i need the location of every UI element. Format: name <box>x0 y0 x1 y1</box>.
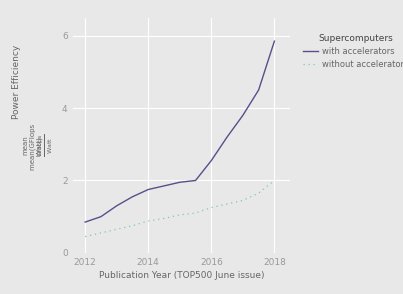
Text: mean⁠(⁠GFlops⁠
⁠Watt⁠): mean⁠(⁠GFlops⁠ ⁠Watt⁠) <box>29 124 43 170</box>
Text: mean: mean <box>22 136 28 156</box>
Text: $\frac{\mathrm{GFlops}}{\mathrm{Watt}}$: $\frac{\mathrm{GFlops}}{\mathrm{Watt}}$ <box>37 134 55 157</box>
Legend: with accelerators, without accelerators: with accelerators, without accelerators <box>303 34 403 69</box>
Text: Power Efficiency: Power Efficiency <box>12 45 21 119</box>
X-axis label: Publication Year (TOP500 June issue): Publication Year (TOP500 June issue) <box>99 271 264 280</box>
